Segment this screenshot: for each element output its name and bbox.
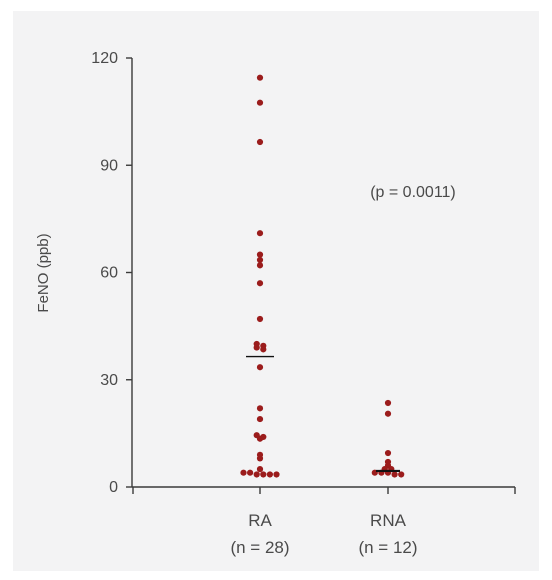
data-point	[273, 471, 280, 478]
data-point	[384, 410, 392, 417]
category-sample-size: (n = 12)	[358, 538, 417, 557]
data-point	[256, 280, 264, 287]
median-lines	[246, 355, 400, 473]
data-point	[256, 364, 264, 371]
data-point	[256, 251, 264, 258]
y-tick-label: 90	[100, 157, 118, 174]
data-point	[256, 405, 264, 412]
y-tick-label: 60	[100, 265, 118, 282]
x-ticks	[132, 487, 516, 494]
y-tick-label: 30	[100, 372, 118, 389]
data-point	[247, 469, 254, 476]
category-label: RNA	[370, 511, 407, 530]
data-point	[256, 138, 264, 146]
chart-panel: 0 30 60 90 120 FeNO (ppb) (p = 0.0011) RA (n …	[13, 11, 539, 571]
data-point	[256, 466, 264, 473]
data-point	[260, 346, 267, 353]
y-ticks: 0 30 60 90 120	[91, 50, 132, 496]
data-points	[240, 74, 405, 478]
data-point	[253, 344, 260, 351]
p-value-annotation: (p = 0.0011)	[370, 184, 456, 201]
data-point	[256, 415, 264, 423]
data-point	[384, 449, 392, 457]
data-point	[256, 315, 264, 323]
data-point	[256, 99, 264, 106]
y-axis-label: FeNO (ppb)	[35, 233, 52, 312]
data-point	[260, 471, 267, 478]
category-sample-size: (n = 28)	[230, 538, 289, 557]
data-point	[240, 469, 247, 476]
data-point	[253, 471, 260, 478]
data-point	[384, 399, 392, 407]
data-point	[256, 435, 264, 442]
data-point	[266, 471, 273, 478]
data-point	[398, 471, 405, 478]
data-point	[256, 455, 264, 462]
category-label: RA	[248, 511, 272, 530]
dot-plot: 0 30 60 90 120 FeNO (ppb) (p = 0.0011) RA (n …	[35, 50, 516, 557]
data-point	[256, 262, 264, 269]
category-labels: RA (n = 28) RNA (n = 12)	[230, 511, 417, 557]
y-tick-label: 120	[91, 50, 118, 67]
data-point	[256, 256, 264, 264]
y-tick-label: 0	[109, 479, 118, 496]
data-point	[391, 471, 398, 478]
data-point	[256, 74, 264, 81]
data-point	[256, 230, 264, 237]
